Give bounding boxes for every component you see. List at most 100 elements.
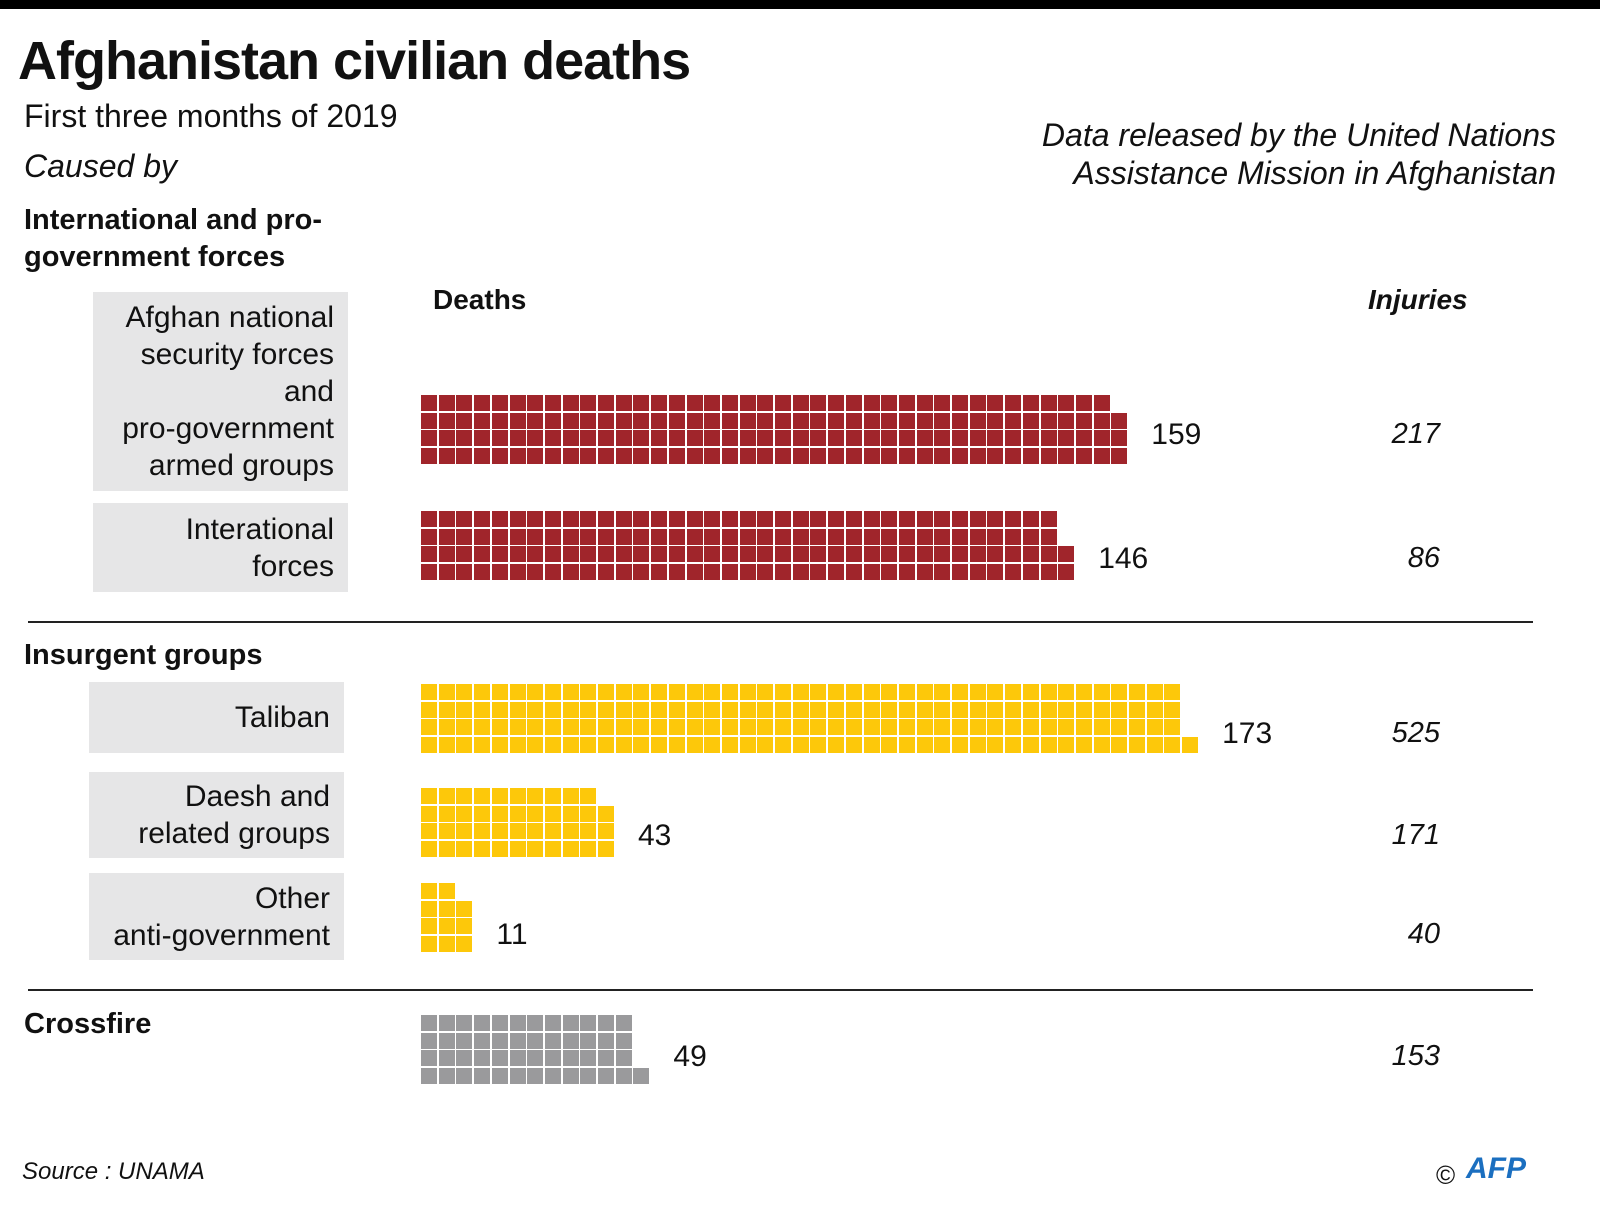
death-square <box>775 719 791 736</box>
death-square <box>438 1014 455 1031</box>
death-square <box>562 528 579 545</box>
death-square <box>580 701 597 718</box>
death-square <box>421 412 437 429</box>
death-square <box>916 564 933 580</box>
death-square <box>704 701 721 718</box>
death-square <box>580 528 597 545</box>
death-square <box>456 564 473 580</box>
death-square <box>1058 719 1075 736</box>
death-square <box>828 546 845 563</box>
death-square <box>456 683 473 700</box>
death-square <box>562 719 579 736</box>
death-square <box>739 683 756 700</box>
death-square <box>1058 546 1075 563</box>
death-square <box>757 412 774 429</box>
category-label: Afghan national security forces and pro-gov… <box>93 292 348 491</box>
death-square <box>1022 683 1039 700</box>
death-square <box>757 701 774 718</box>
death-square <box>1040 564 1057 580</box>
death-square <box>615 1032 632 1049</box>
death-square <box>1040 683 1057 700</box>
death-square <box>1058 564 1075 580</box>
death-square <box>651 394 668 411</box>
death-square <box>474 564 491 580</box>
death-square <box>1129 719 1145 736</box>
death-square <box>474 1032 491 1049</box>
death-square <box>509 1068 526 1084</box>
injuries-value: 525 <box>1391 717 1440 749</box>
death-square <box>1058 430 1075 447</box>
death-square <box>952 448 968 464</box>
death-square <box>474 787 491 804</box>
category-label-line: Daesh and <box>184 780 330 813</box>
death-square <box>1075 412 1092 429</box>
death-square <box>562 683 579 700</box>
death-square <box>721 719 738 736</box>
death-square <box>474 737 491 753</box>
death-square <box>491 564 508 580</box>
death-square <box>881 564 898 580</box>
death-square <box>881 719 898 736</box>
death-square <box>527 719 544 736</box>
death-square <box>1146 701 1163 718</box>
death-square <box>898 546 915 563</box>
death-square <box>456 918 473 935</box>
death-square <box>686 430 703 447</box>
death-square <box>1022 448 1039 464</box>
death-square <box>491 412 508 429</box>
death-square <box>863 737 880 753</box>
death-square <box>792 430 809 447</box>
death-square <box>1129 737 1145 753</box>
death-square <box>987 412 1004 429</box>
death-square <box>704 546 721 563</box>
death-square <box>491 510 508 527</box>
death-square <box>721 701 738 718</box>
death-square <box>598 412 614 429</box>
death-square <box>934 394 951 411</box>
death-square <box>580 1014 597 1031</box>
death-square <box>792 719 809 736</box>
death-square <box>1075 448 1092 464</box>
death-square <box>1005 683 1022 700</box>
death-square <box>421 719 437 736</box>
death-square <box>438 1050 455 1067</box>
death-square <box>544 823 561 840</box>
death-square <box>898 719 915 736</box>
death-square <box>456 430 473 447</box>
death-square <box>987 683 1004 700</box>
death-square <box>969 528 986 545</box>
death-square <box>562 510 579 527</box>
death-square <box>916 412 933 429</box>
death-square <box>562 1014 579 1031</box>
death-square <box>668 701 685 718</box>
death-square <box>527 1014 544 1031</box>
death-square <box>456 841 473 857</box>
death-square <box>651 528 668 545</box>
death-square <box>438 918 455 935</box>
death-square <box>1111 737 1128 753</box>
death-square <box>491 787 508 804</box>
death-square <box>474 448 491 464</box>
death-square <box>491 394 508 411</box>
chart-title: Afghanistan civilian deaths <box>18 31 691 91</box>
death-square <box>598 1050 614 1067</box>
death-square <box>1182 737 1199 753</box>
death-square <box>598 1032 614 1049</box>
death-square <box>509 1032 526 1049</box>
death-square <box>615 546 632 563</box>
category-label-line: Taliban <box>234 701 330 734</box>
death-square <box>562 394 579 411</box>
death-square <box>456 1050 473 1067</box>
death-square <box>421 394 437 411</box>
death-square <box>1111 701 1128 718</box>
death-square <box>633 701 650 718</box>
death-square <box>421 448 437 464</box>
death-square <box>562 737 579 753</box>
death-square <box>704 394 721 411</box>
death-square <box>1075 430 1092 447</box>
death-square <box>580 805 597 822</box>
death-square <box>491 1014 508 1031</box>
death-square <box>828 448 845 464</box>
death-square <box>775 683 791 700</box>
category-label-line: anti-government <box>113 918 330 952</box>
